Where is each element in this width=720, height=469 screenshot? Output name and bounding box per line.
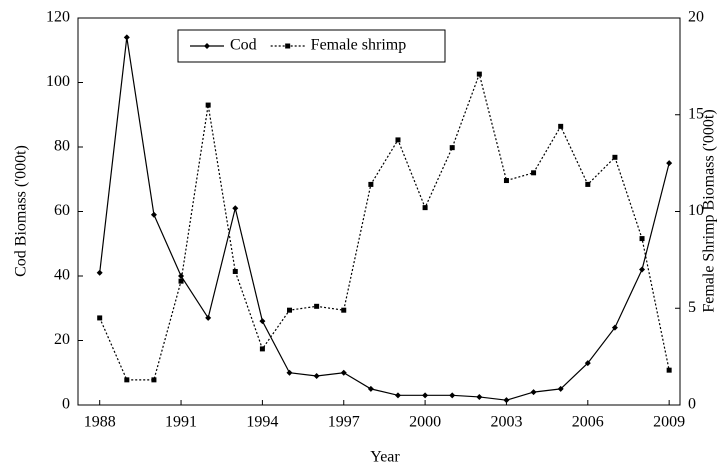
marker [557,385,564,392]
marker [285,43,291,49]
y2-axis-label: Female Shrimp Biomass ('000t) [701,109,718,312]
y-axis-label: Cod Biomass ('000t) [13,145,30,277]
marker [476,71,482,77]
marker [367,385,374,392]
marker [232,205,239,212]
marker [314,303,320,309]
marker [395,137,401,143]
marker [394,392,401,399]
legend-label: Cod [230,37,257,54]
marker [178,273,185,279]
marker [666,160,673,167]
marker [341,307,347,313]
marker [287,307,293,313]
y-tick-label: 20 [54,331,70,348]
marker [612,154,618,160]
marker [150,211,157,218]
y-tick-label: 80 [54,138,70,155]
marker [476,393,483,400]
marker [151,377,157,383]
marker [123,34,130,41]
marker [232,268,238,274]
marker [422,392,429,399]
marker [178,278,184,284]
marker [666,367,672,373]
marker [530,389,537,396]
y-tick-label: 40 [54,267,70,284]
x-tick-label: 2009 [653,414,685,431]
x-tick-label: 2006 [572,414,604,431]
y-tick-label: 0 [62,396,70,413]
marker [503,397,510,404]
marker [449,392,456,399]
marker [340,369,347,376]
marker [259,346,265,352]
legend-label: Female shrimp [311,37,407,54]
x-tick-label: 1991 [165,414,197,431]
x-tick-label: 2000 [409,414,441,431]
plot-frame [77,17,681,406]
y-tick-label: 120 [46,9,70,26]
series-line [99,37,670,401]
marker [205,102,211,108]
marker [422,205,428,211]
series-line [99,72,670,381]
y-tick-label: 60 [54,202,70,219]
marker [97,315,103,321]
marker [585,181,591,187]
y2-tick-label: 5 [688,299,696,316]
marker [313,372,320,379]
marker [639,236,645,242]
x-axis-label: Year [370,449,400,466]
marker [96,269,103,276]
x-tick-label: 2003 [490,414,522,431]
x-tick-label: 1988 [84,414,116,431]
marker [639,266,646,273]
marker [449,145,455,151]
x-tick-label: 1994 [246,414,278,431]
y2-tick-label: 15 [688,105,704,122]
marker [205,314,212,321]
marker [531,170,537,176]
marker [558,123,564,129]
y2-tick-label: 20 [688,9,704,26]
y2-tick-label: 0 [688,396,696,413]
marker [286,369,293,376]
marker [611,324,618,331]
marker [584,360,591,367]
marker [368,181,374,187]
x-tick-label: 1997 [328,414,360,431]
y2-tick-label: 10 [688,202,704,219]
marker [124,377,130,383]
marker [204,43,210,49]
marker [503,178,509,184]
y-tick-label: 100 [46,73,70,90]
marker [259,318,266,325]
